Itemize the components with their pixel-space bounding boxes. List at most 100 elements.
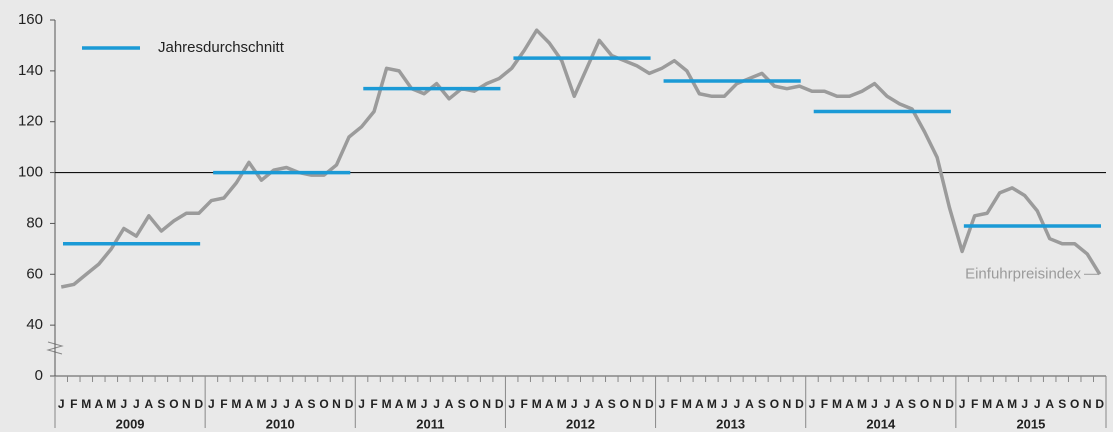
y-tick-label: 60	[26, 265, 43, 282]
x-tick-label: O	[469, 397, 478, 411]
x-tick-label: M	[382, 397, 392, 411]
x-tick-label: J	[884, 397, 891, 411]
x-tick-label: F	[971, 397, 978, 411]
x-tick-label: D	[945, 397, 954, 411]
x-tick-label: M	[532, 397, 542, 411]
x-tick-label: S	[1058, 397, 1066, 411]
y-tick-label: 100	[18, 164, 43, 181]
x-tick-label: S	[758, 397, 766, 411]
x-tick-label: N	[182, 397, 191, 411]
x-tick-label: M	[857, 397, 867, 411]
x-tick-label: D	[345, 397, 354, 411]
x-tick-label: M	[832, 397, 842, 411]
x-tick-label: O	[1070, 397, 1079, 411]
x-tick-label: M	[81, 397, 91, 411]
x-tick-label: O	[620, 397, 629, 411]
x-tick-label: A	[995, 397, 1004, 411]
x-tick-label: N	[482, 397, 491, 411]
x-tick-label: D	[495, 397, 504, 411]
year-label: 2009	[116, 416, 145, 431]
x-tick-label: S	[307, 397, 315, 411]
x-tick-label: O	[920, 397, 929, 411]
x-tick-label: M	[682, 397, 692, 411]
y-tick-label: 160	[18, 11, 43, 28]
x-tick-label: J	[658, 397, 665, 411]
x-tick-label: O	[770, 397, 779, 411]
x-tick-label: J	[58, 397, 65, 411]
x-tick-label: A	[245, 397, 254, 411]
year-label: 2015	[1016, 416, 1045, 431]
x-tick-label: S	[908, 397, 916, 411]
x-tick-label: J	[734, 397, 741, 411]
x-tick-label: J	[133, 397, 140, 411]
x-tick-label: A	[845, 397, 854, 411]
x-tick-label: A	[595, 397, 604, 411]
index-line	[60, 28, 1102, 289]
x-tick-label: S	[458, 397, 466, 411]
x-tick-label: M	[557, 397, 567, 411]
y-tick-label: 80	[26, 214, 43, 231]
x-tick-label: S	[157, 397, 165, 411]
year-label: 2010	[266, 416, 295, 431]
x-tick-label: F	[521, 397, 528, 411]
x-tick-label: J	[871, 397, 878, 411]
x-tick-label: J	[433, 397, 440, 411]
x-tick-label: J	[721, 397, 728, 411]
x-tick-label: S	[608, 397, 616, 411]
x-tick-label: D	[645, 397, 654, 411]
x-tick-label: J	[508, 397, 515, 411]
x-tick-label: A	[94, 397, 103, 411]
x-tick-label: J	[571, 397, 578, 411]
legend-label: Jahresdurchschnitt	[158, 39, 285, 56]
x-tick-label: A	[545, 397, 554, 411]
x-tick-label: N	[332, 397, 341, 411]
x-tick-label: A	[145, 397, 154, 411]
x-tick-label: F	[70, 397, 77, 411]
x-tick-label: M	[407, 397, 417, 411]
x-tick-label: M	[982, 397, 992, 411]
x-tick-label: M	[231, 397, 241, 411]
x-tick-label: A	[395, 397, 404, 411]
x-tick-label: A	[1045, 397, 1054, 411]
x-tick-label: J	[959, 397, 966, 411]
x-tick-label: N	[632, 397, 641, 411]
y-tick-label: 120	[18, 113, 43, 130]
x-tick-label: J	[120, 397, 127, 411]
x-tick-label: F	[821, 397, 828, 411]
x-tick-label: J	[358, 397, 365, 411]
x-tick-label: M	[106, 397, 116, 411]
x-tick-label: F	[220, 397, 227, 411]
year-label: 2011	[416, 416, 444, 431]
x-tick-label: J	[283, 397, 290, 411]
x-tick-label: J	[208, 397, 215, 411]
x-tick-label: J	[421, 397, 428, 411]
x-tick-label: O	[169, 397, 178, 411]
year-label: 2013	[716, 416, 745, 431]
x-tick-label: J	[271, 397, 278, 411]
x-tick-label: M	[256, 397, 266, 411]
x-tick-label: J	[1034, 397, 1041, 411]
x-tick-label: M	[1007, 397, 1017, 411]
x-tick-label: A	[445, 397, 454, 411]
x-tick-label: A	[695, 397, 704, 411]
x-tick-label: O	[319, 397, 328, 411]
x-tick-label: D	[195, 397, 204, 411]
x-tick-label: F	[370, 397, 377, 411]
x-tick-label: D	[1095, 397, 1104, 411]
year-label: 2014	[866, 416, 896, 431]
y-tick-label: 40	[26, 316, 43, 333]
x-tick-label: F	[671, 397, 678, 411]
x-tick-label: A	[745, 397, 754, 411]
x-tick-label: J	[583, 397, 590, 411]
series-label: Einfuhrpreisindex	[965, 265, 1081, 282]
x-tick-label: J	[1021, 397, 1028, 411]
y-tick-label: 0	[35, 367, 43, 384]
y-tick-label: 140	[18, 62, 43, 79]
x-tick-label: M	[707, 397, 717, 411]
x-tick-label: J	[809, 397, 816, 411]
x-tick-label: A	[295, 397, 304, 411]
year-label: 2012	[566, 416, 595, 431]
x-tick-label: D	[795, 397, 804, 411]
